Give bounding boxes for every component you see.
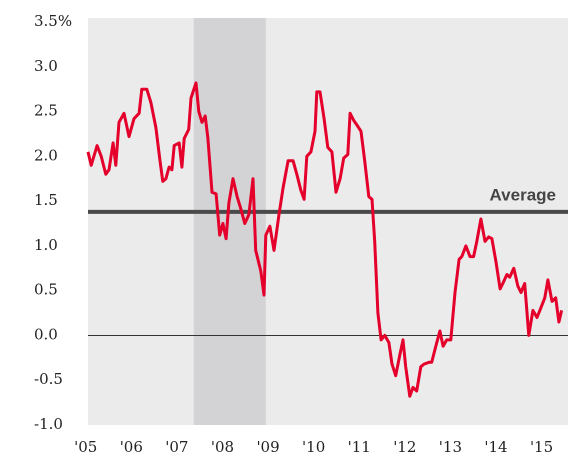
y-tick-label: 1.0 <box>34 236 58 254</box>
x-tick-label: '11 <box>348 438 371 456</box>
x-tick-label: '14 <box>484 438 507 456</box>
average-label: Average <box>490 185 556 204</box>
plot-background <box>88 18 568 425</box>
y-tick-label: -1.0 <box>34 415 63 433</box>
x-tick-label: '07 <box>165 438 188 456</box>
y-tick-label: 0.5 <box>34 281 58 299</box>
y-tick-label: -0.5 <box>34 370 63 388</box>
x-tick-label: '10 <box>302 438 325 456</box>
y-tick-label: 0.0 <box>34 325 58 343</box>
x-tick-label: '12 <box>393 438 416 456</box>
y-tick-label: 2.5 <box>34 102 58 120</box>
y-tick-label: 1.5 <box>34 191 58 209</box>
x-tick-label: '05 <box>74 438 97 456</box>
x-tick-label: '13 <box>439 438 462 456</box>
x-tick-label: '15 <box>530 438 553 456</box>
y-tick-label: 3.0 <box>34 57 58 75</box>
y-tick-label: 2.0 <box>34 146 58 164</box>
y-tick-label: 3.5% <box>34 12 72 30</box>
x-tick-label: '08 <box>211 438 234 456</box>
data-line <box>86 81 564 398</box>
x-tick-label: '09 <box>256 438 279 456</box>
x-tick-label: '06 <box>120 438 143 456</box>
